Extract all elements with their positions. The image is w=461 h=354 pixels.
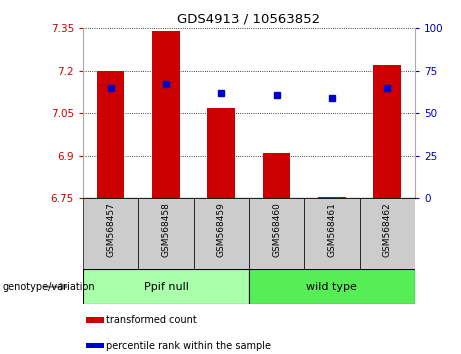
Bar [194, 198, 249, 269]
Text: GSM568459: GSM568459 [217, 202, 226, 257]
Text: percentile rank within the sample: percentile rank within the sample [106, 341, 271, 350]
Bar [304, 198, 360, 269]
Text: GSM568457: GSM568457 [106, 202, 115, 257]
Bar [97, 71, 124, 198]
Text: GSM568461: GSM568461 [327, 202, 337, 257]
Title: GDS4913 / 10563852: GDS4913 / 10563852 [177, 13, 320, 26]
Bar [152, 31, 180, 198]
Bar [207, 108, 235, 198]
Text: GSM568462: GSM568462 [383, 202, 392, 257]
Bar [373, 65, 401, 198]
Bar [138, 198, 194, 269]
Bar [86, 318, 104, 322]
Bar [263, 153, 290, 198]
Text: wild type: wild type [307, 282, 357, 292]
Bar [86, 343, 104, 348]
Text: GSM568460: GSM568460 [272, 202, 281, 257]
Text: transformed count: transformed count [106, 315, 197, 325]
Bar [360, 198, 415, 269]
Bar [83, 198, 138, 269]
Bar [83, 269, 249, 304]
Text: Ppif null: Ppif null [143, 282, 189, 292]
Text: genotype/variation: genotype/variation [2, 282, 95, 292]
Bar [318, 197, 346, 198]
Bar [249, 198, 304, 269]
Text: GSM568458: GSM568458 [161, 202, 171, 257]
Bar [249, 269, 415, 304]
